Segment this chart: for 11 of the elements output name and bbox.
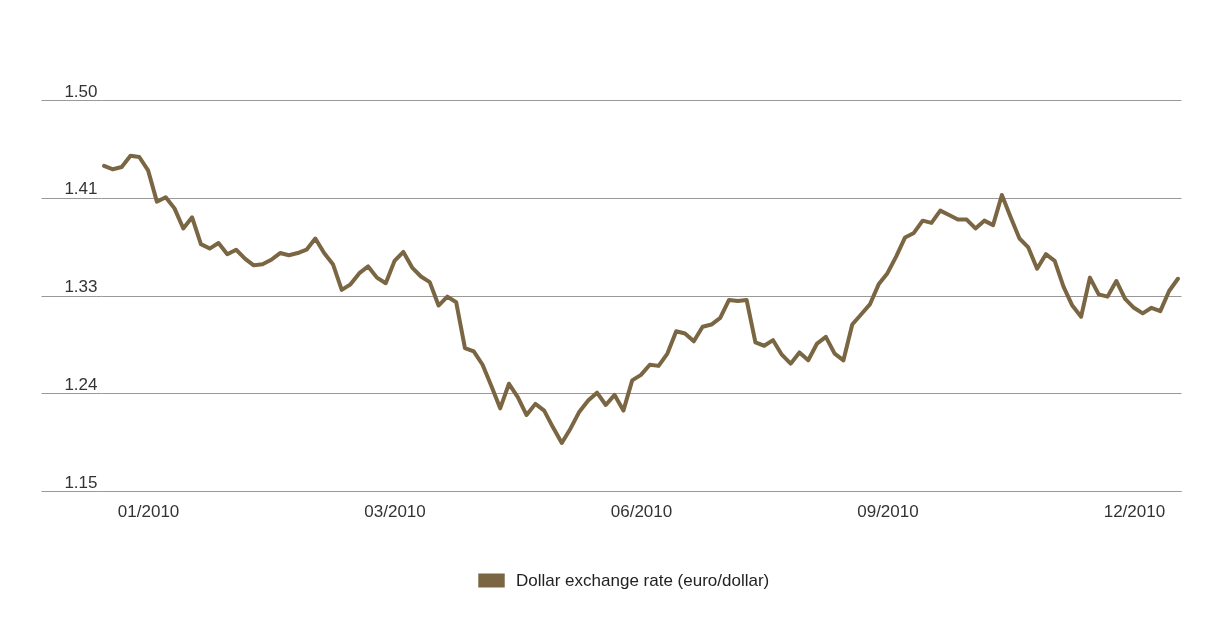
x-tick-label: 09/2010 <box>857 501 919 521</box>
x-tick-label: 06/2010 <box>610 501 673 521</box>
y-tick-label: 1.24 <box>64 374 98 394</box>
x-tick-label: 12/2010 <box>1103 501 1166 521</box>
y-tick-label: 1.41 <box>64 179 98 199</box>
y-tick-label: 1.33 <box>64 277 98 296</box>
legend-label: Dollar exchange rate (euro/dollar) <box>516 570 770 590</box>
x-tick-label: 03/2010 <box>364 501 426 521</box>
x-tick-label: 01/2010 <box>117 501 180 521</box>
y-tick-label: 1.50 <box>64 81 98 101</box>
y-tick-label: 1.15 <box>64 472 98 492</box>
